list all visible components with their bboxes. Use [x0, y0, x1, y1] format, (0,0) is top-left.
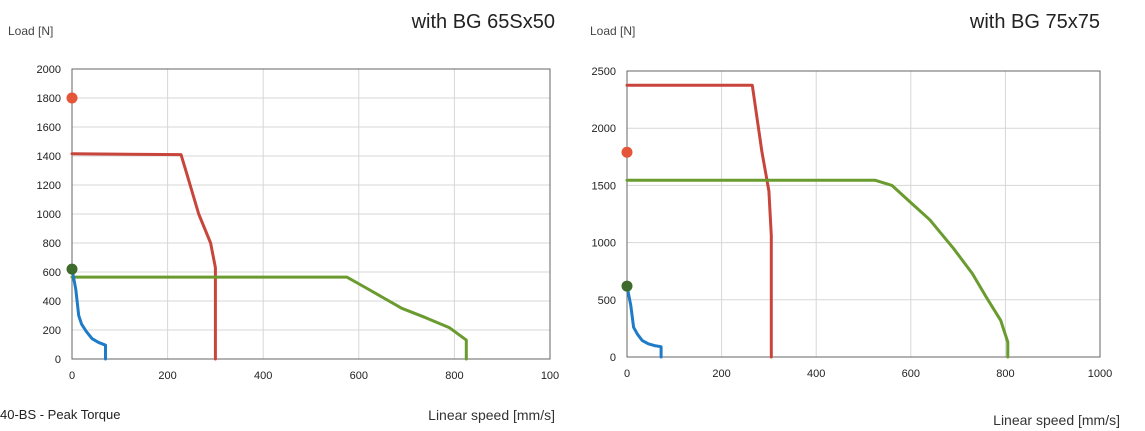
right-x-tick-label: 800 — [996, 368, 1014, 380]
left-x-tick-label: 800 — [445, 370, 463, 382]
right-chart-title: with BG 75x75 — [969, 11, 1100, 33]
right-series-line-red — [625, 83, 773, 359]
left-x-tick-label: 100 — [541, 370, 559, 382]
right-y-axis-label: Load [N] — [590, 24, 635, 38]
right-x-tick-label: 400 — [807, 368, 825, 380]
right-series-line-green — [625, 178, 1010, 359]
left-chart-caption: 40-BS - Peak Torque — [0, 407, 120, 422]
left-series-line-blue — [70, 267, 107, 361]
left-y-tick-label: 800 — [43, 238, 61, 250]
right-y-tick-label: 1500 — [592, 180, 616, 192]
left-y-tick-label: 600 — [43, 267, 61, 279]
left-plot-area: 0 200 400 600 800 1000 1200 1400 1600 1800 2000 0 20… — [37, 64, 560, 382]
left-y-tick-label: 200 — [43, 325, 61, 337]
left-y-tick-label: 0 — [55, 354, 61, 366]
left-marker-orange-marker — [66, 92, 78, 104]
right-plot-frame — [626, 70, 1101, 358]
right-x-tick-label: 1000 — [1088, 368, 1112, 380]
left-series-line-red — [70, 152, 217, 361]
left-y-tick-label: 1800 — [37, 93, 61, 105]
right-x-axis-label: Linear speed [mm/s] — [993, 412, 1120, 428]
left-y-tick-label: 1600 — [37, 122, 61, 134]
left-chart-title: with BG 65Sx50 — [411, 11, 555, 33]
left-marker-dark-green_marker — [66, 263, 78, 275]
left-plot-frame — [71, 68, 551, 360]
right-y-tick-label: 2000 — [592, 123, 616, 135]
right-x-tick-label: 0 — [624, 368, 630, 380]
right-marker-orange-marker — [621, 146, 633, 158]
right-marker-dark-green_marker — [621, 280, 633, 292]
right-y-tick-label: 0 — [610, 352, 616, 364]
left-x-tick-label: 600 — [350, 370, 368, 382]
left-y-axis-label: Load [N] — [8, 24, 53, 38]
right-y-tick-label: 500 — [598, 295, 616, 307]
left-x-tick-label: 200 — [158, 370, 176, 382]
left-series-line-green — [70, 275, 468, 361]
right-y-tick-label: 1000 — [592, 238, 616, 250]
chart-left: Load [N] with BG 65Sx50 Linear speed [mm… — [0, 11, 559, 423]
left-y-tick-label: 2000 — [37, 64, 61, 76]
left-y-tick-label: 1000 — [37, 209, 61, 221]
left-y-tick-label: 1400 — [37, 151, 61, 163]
left-x-tick-label: 0 — [69, 370, 75, 382]
right-y-tick-label: 2500 — [592, 66, 616, 78]
chart-right: Load [N] with BG 75x75 Linear speed [mm/… — [590, 11, 1120, 428]
left-y-tick-label: 1200 — [37, 180, 61, 192]
left-y-tick-label: 400 — [43, 296, 61, 308]
left-x-tick-label: 400 — [254, 370, 272, 382]
right-plot-area: 0 500 1000 1500 2000 2500 0 200 400 600 800 1000 — [592, 66, 1113, 380]
left-x-axis-label: Linear speed [mm/s] — [428, 407, 555, 423]
right-x-tick-label: 200 — [712, 368, 730, 380]
right-x-tick-label: 600 — [902, 368, 920, 380]
right-series-line-blue — [625, 284, 663, 359]
